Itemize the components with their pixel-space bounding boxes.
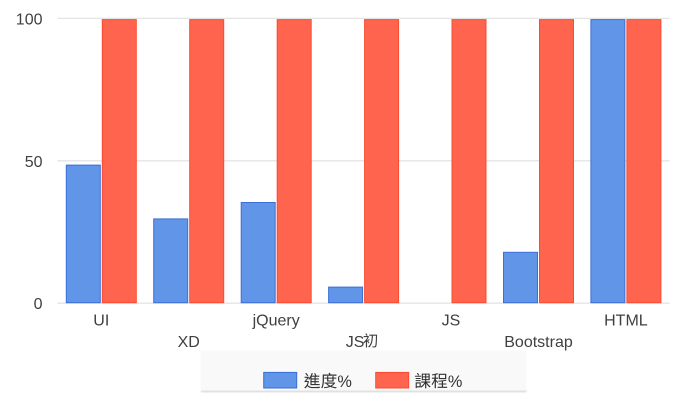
- svg-text:HTML: HTML: [604, 313, 648, 330]
- svg-text:Bootstrap: Bootstrap: [504, 334, 573, 351]
- svg-text:JS: JS: [442, 313, 461, 330]
- svg-text:%: %: [448, 373, 462, 391]
- svg-text:0: 0: [34, 296, 43, 313]
- svg-text:XD: XD: [178, 334, 200, 351]
- svg-text:100: 100: [16, 11, 43, 28]
- svg-text:UI: UI: [93, 313, 109, 330]
- svg-text:JS: JS: [346, 334, 365, 351]
- svg-text:%: %: [337, 373, 351, 391]
- svg-text:jQuery: jQuery: [252, 313, 300, 330]
- svg-text:50: 50: [25, 154, 43, 171]
